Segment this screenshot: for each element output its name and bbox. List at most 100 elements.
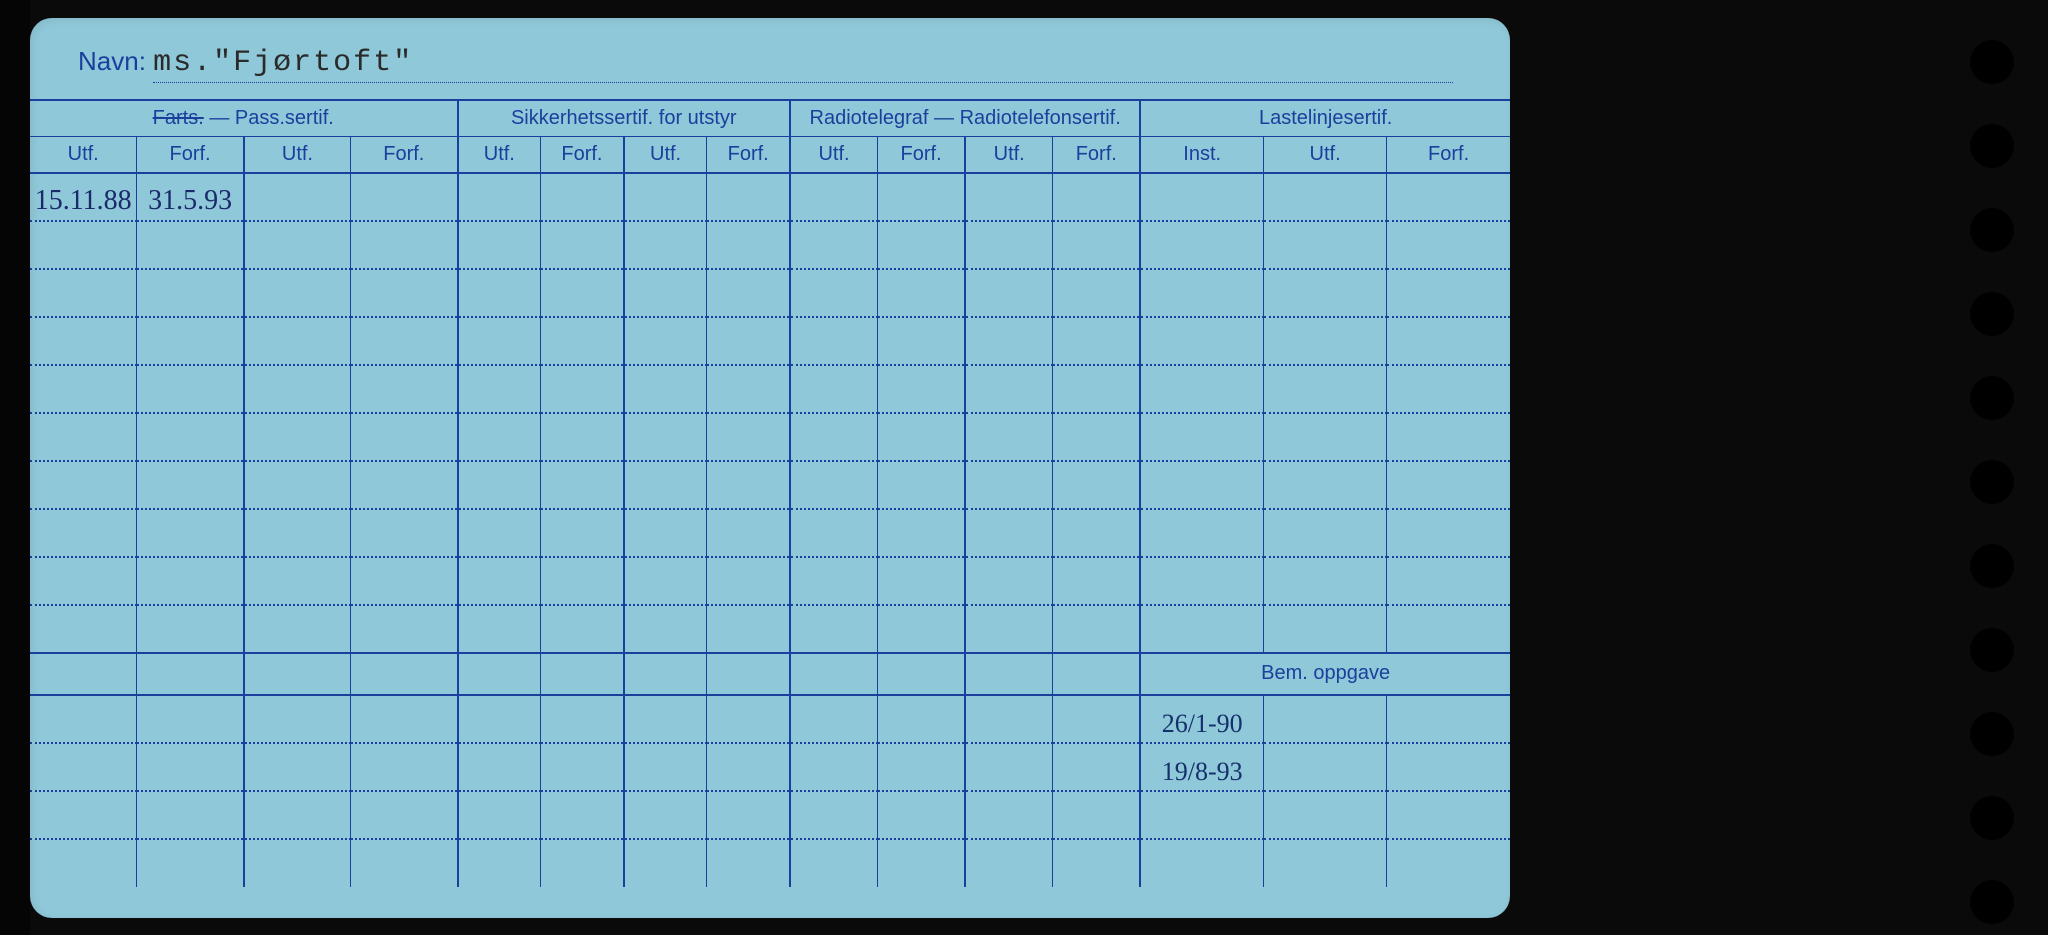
cell	[878, 557, 966, 605]
cell	[541, 413, 624, 461]
cell	[541, 317, 624, 365]
cell	[541, 557, 624, 605]
cell	[790, 509, 878, 557]
col-utf: Utf.	[30, 137, 137, 174]
cell	[707, 509, 790, 557]
cell	[351, 317, 458, 365]
cell	[137, 509, 244, 557]
cell	[624, 269, 707, 317]
cell	[1264, 173, 1387, 221]
cell	[30, 605, 137, 653]
cell	[1264, 365, 1387, 413]
col-utf: Utf.	[965, 137, 1053, 174]
cell	[878, 221, 966, 269]
cell	[1264, 461, 1387, 509]
cell	[707, 413, 790, 461]
cell	[458, 365, 541, 413]
cell	[1387, 173, 1510, 221]
cell	[1053, 461, 1141, 509]
cell	[965, 509, 1053, 557]
cell	[624, 557, 707, 605]
cell	[137, 269, 244, 317]
cell	[1387, 413, 1510, 461]
col-utf: Utf.	[624, 137, 707, 174]
hole	[1970, 544, 2014, 588]
cell	[707, 221, 790, 269]
bem-header-row: Bem. oppgave	[30, 653, 1510, 695]
table-row	[30, 365, 1510, 413]
cell	[1387, 269, 1510, 317]
cell	[351, 557, 458, 605]
cell	[965, 413, 1053, 461]
cell	[707, 557, 790, 605]
group-radio: Radiotelegraf — Radiotelefonsertif.	[790, 100, 1140, 137]
col-utf: Utf.	[244, 137, 351, 174]
bem-entry: 19/8-93	[1140, 743, 1263, 791]
cell	[790, 269, 878, 317]
table-row	[30, 221, 1510, 269]
group-header-row: Farts. — Pass.sertif. Sikkerhetssertif. …	[30, 100, 1510, 137]
cell	[1264, 221, 1387, 269]
col-forf: Forf.	[707, 137, 790, 174]
cell	[965, 269, 1053, 317]
cell	[137, 557, 244, 605]
hole	[1970, 880, 2014, 924]
cell	[1387, 461, 1510, 509]
scan-edge	[0, 0, 30, 935]
cell	[1387, 221, 1510, 269]
table-row	[30, 461, 1510, 509]
cell	[624, 221, 707, 269]
cell	[351, 509, 458, 557]
cell	[244, 317, 351, 365]
table-row	[30, 317, 1510, 365]
cell	[541, 461, 624, 509]
cell	[1140, 365, 1263, 413]
hole	[1970, 796, 2014, 840]
bem-section: Bem. oppgave 26/1-90 19/8-93	[30, 653, 1510, 887]
bem-entry-row: 26/1-90	[30, 695, 1510, 743]
cell: 15.11.88	[30, 173, 137, 221]
cell	[965, 557, 1053, 605]
group-sikkerhet: Sikkerhetssertif. for utstyr	[458, 100, 791, 137]
cell	[878, 317, 966, 365]
cell	[1053, 269, 1141, 317]
col-inst: Inst.	[1140, 137, 1263, 174]
cell	[624, 461, 707, 509]
cell	[790, 173, 878, 221]
table-row	[30, 509, 1510, 557]
cell	[244, 557, 351, 605]
cell	[965, 365, 1053, 413]
cell	[458, 173, 541, 221]
col-utf: Utf.	[458, 137, 541, 174]
cell	[458, 605, 541, 653]
cell	[878, 509, 966, 557]
cell	[624, 413, 707, 461]
cell	[541, 221, 624, 269]
cell	[790, 461, 878, 509]
hole	[1970, 712, 2014, 756]
cell	[1264, 317, 1387, 365]
cell	[878, 365, 966, 413]
cell	[1140, 413, 1263, 461]
cell	[351, 365, 458, 413]
group-pass-sertif: Farts. — Pass.sertif.	[30, 100, 458, 137]
cell	[541, 365, 624, 413]
cell	[878, 461, 966, 509]
table-row	[30, 791, 1510, 839]
certificate-table-wrap: Farts. — Pass.sertif. Sikkerhetssertif. …	[30, 99, 1510, 887]
hole	[1970, 40, 2014, 84]
cell	[1140, 509, 1263, 557]
cell	[244, 605, 351, 653]
hole	[1970, 376, 2014, 420]
cell	[137, 317, 244, 365]
cell	[878, 173, 966, 221]
cell	[30, 557, 137, 605]
col-forf: Forf.	[1387, 137, 1510, 174]
cell	[1387, 365, 1510, 413]
table-body: 15.11.8831.5.93	[30, 173, 1510, 653]
cell	[541, 509, 624, 557]
cell	[458, 269, 541, 317]
table-row: 15.11.8831.5.93	[30, 173, 1510, 221]
cell	[707, 173, 790, 221]
cell	[351, 221, 458, 269]
